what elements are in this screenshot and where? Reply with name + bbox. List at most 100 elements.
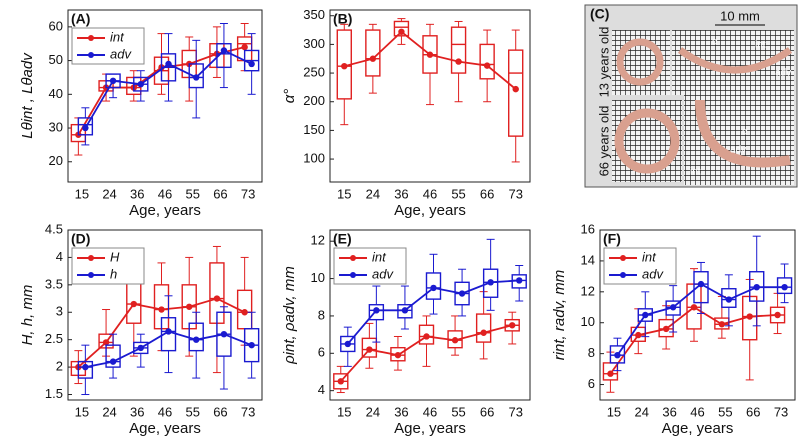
ring — [614, 108, 680, 174]
annotation: int — [690, 167, 701, 178]
box — [77, 117, 94, 136]
panel-label: (B) — [333, 11, 352, 27]
mean-dot — [398, 28, 405, 35]
legend-dot — [620, 272, 626, 278]
x-tick-label: 73 — [508, 404, 522, 419]
mean-dot — [341, 62, 348, 70]
annotation: int — [755, 40, 766, 51]
mean-dot — [158, 306, 165, 313]
annotation: adv — [730, 145, 746, 156]
x-tick-label: 24 — [366, 404, 380, 419]
legend-label: adv — [372, 266, 394, 281]
mean-dot — [109, 358, 117, 365]
mean-dot — [458, 290, 466, 297]
mean-dot — [430, 284, 437, 292]
mean-dot — [642, 311, 649, 319]
y-tick-label: 6 — [588, 376, 595, 391]
mean-dot — [137, 80, 144, 88]
legend-dot — [350, 255, 356, 261]
y-tick-label: 200 — [303, 93, 325, 108]
x-tick-label: 46 — [690, 404, 704, 419]
box — [721, 288, 737, 308]
x-tick-label: 36 — [662, 404, 676, 419]
y-tick-label: 20 — [49, 153, 63, 168]
y-tick-label: 10 — [311, 270, 325, 285]
box — [418, 324, 435, 345]
x-axis-label: Age, years — [394, 420, 466, 437]
y-tick-label: 1.5 — [45, 386, 63, 401]
mean-dot — [109, 77, 117, 85]
legend-label: adv — [642, 266, 664, 281]
y-tick-label: 300 — [303, 36, 325, 51]
mean-dot — [516, 277, 523, 284]
mean-dot — [401, 307, 409, 314]
legend-box — [603, 247, 677, 285]
mean-dot — [337, 378, 344, 385]
legend-label: int — [642, 249, 657, 264]
mean-dot — [746, 313, 753, 320]
mean-dot — [82, 363, 89, 371]
x-tick-label: 15 — [337, 404, 351, 419]
legend-dot — [88, 255, 94, 261]
y-tick-label: 14 — [581, 252, 595, 267]
y-tick-label: 350 — [303, 7, 325, 22]
x-axis-label: Age, years — [394, 202, 466, 219]
plot-frame — [329, 9, 531, 183]
mean-dot — [614, 351, 621, 359]
y-tick-label: 100 — [303, 151, 325, 166]
y-tick-label: 250 — [303, 65, 325, 80]
annotation: α — [742, 127, 748, 138]
y-axis-label: Lθint , Lθadv — [19, 52, 36, 139]
mean-dot — [607, 370, 614, 377]
y-tick-label: 150 — [303, 122, 325, 137]
mean-dot — [241, 309, 248, 316]
x-tick-label: 73 — [241, 186, 255, 201]
mean-dot — [165, 328, 172, 335]
scale-label: 10 mm — [720, 8, 760, 23]
x-tick-label: 66 — [213, 186, 227, 201]
mean-dot — [483, 62, 491, 69]
legend-dot — [350, 272, 356, 278]
box — [450, 26, 467, 74]
x-tick-label: 36 — [130, 186, 144, 201]
legend-label: adv — [110, 46, 132, 61]
y-tick-label: 50 — [49, 52, 63, 67]
x-tick-label: 46 — [158, 186, 172, 201]
y-tick-label: 8 — [318, 307, 325, 322]
mean-dot — [193, 74, 200, 81]
x-tick-label: 46 — [423, 186, 437, 201]
mean-dot — [394, 351, 402, 359]
box — [482, 268, 499, 298]
mean-dot — [725, 296, 733, 303]
x-tick-label: 46 — [423, 404, 437, 419]
box — [479, 43, 495, 80]
ring — [677, 47, 793, 74]
mean-dot — [248, 60, 255, 68]
x-tick-label: 24 — [366, 186, 380, 201]
mean-dot — [186, 303, 193, 310]
mean-dot — [193, 336, 200, 343]
plot-frame — [599, 229, 796, 401]
mean-dot — [753, 283, 760, 291]
mean-dot — [690, 304, 698, 311]
mean-dot — [344, 340, 351, 348]
plot-frame — [67, 229, 263, 401]
mean-dot — [487, 279, 494, 286]
x-tick-label: 73 — [241, 404, 255, 419]
x-tick-label: 55 — [451, 186, 465, 201]
box — [776, 277, 793, 295]
legend-label: int — [372, 249, 387, 264]
x-tick-label: 46 — [158, 404, 172, 419]
x-tick-label: 66 — [213, 404, 227, 419]
x-tick-label: 66 — [480, 404, 494, 419]
mean-dot — [774, 311, 781, 319]
x-tick-label: 24 — [102, 404, 116, 419]
mean-dot — [662, 325, 670, 333]
box — [397, 304, 413, 319]
x-axis-label: Age, years — [129, 202, 201, 219]
mean-dot — [130, 300, 137, 308]
mean-dot — [451, 337, 459, 344]
y-axis-label: rint, radv, mm — [551, 270, 568, 361]
mean-dot — [248, 341, 255, 349]
